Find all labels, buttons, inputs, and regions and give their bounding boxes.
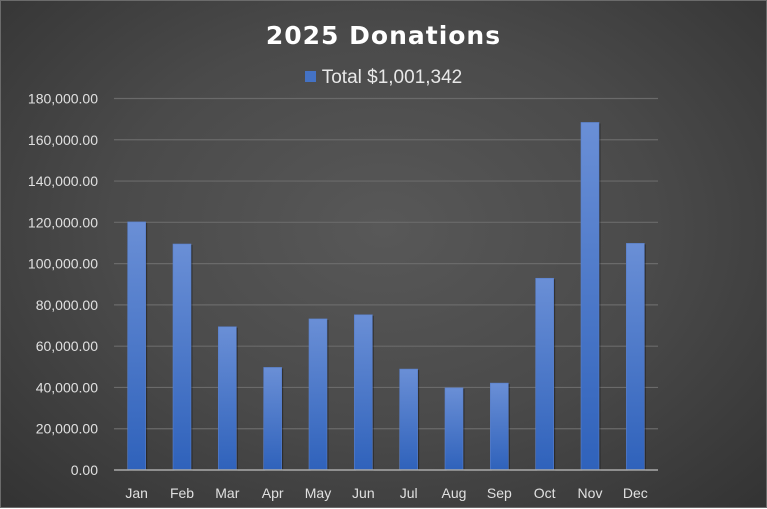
y-tick-label: 20,000.00 bbox=[36, 421, 98, 437]
bar-may bbox=[308, 318, 328, 471]
bar-dec bbox=[626, 243, 645, 471]
y-tick-label: 100,000.00 bbox=[28, 256, 98, 272]
bar-jan bbox=[127, 221, 146, 471]
x-tick-label: Jun bbox=[352, 485, 375, 501]
x-tick-label: Dec bbox=[623, 485, 648, 501]
y-tick-label: 160,000.00 bbox=[28, 132, 98, 148]
bar-oct bbox=[535, 277, 554, 471]
y-tick-label: 0.00 bbox=[71, 462, 98, 478]
bar-jul bbox=[399, 368, 418, 471]
chart-title: 2025 Donations bbox=[265, 21, 502, 50]
legend-swatch bbox=[304, 71, 316, 82]
x-tick-label: Oct bbox=[534, 485, 556, 501]
x-tick-label: May bbox=[305, 485, 331, 501]
y-tick-label: 80,000.00 bbox=[36, 297, 98, 313]
x-tick-label: Nov bbox=[578, 485, 603, 501]
bar-apr bbox=[263, 367, 282, 471]
bar-feb bbox=[172, 243, 192, 471]
bar-aug bbox=[444, 387, 464, 471]
x-tick-label: Mar bbox=[215, 485, 239, 501]
y-tick-label: 60,000.00 bbox=[36, 338, 98, 354]
legend-label: Total $1,001,342 bbox=[321, 67, 463, 88]
y-tick-label: 180,000.00 bbox=[28, 91, 98, 107]
bar-sep bbox=[490, 382, 509, 471]
y-tick-label: 140,000.00 bbox=[28, 173, 98, 189]
y-tick-label: 120,000.00 bbox=[28, 214, 98, 230]
legend: Total $1,001,342 bbox=[1, 67, 766, 89]
x-tick-label: Aug bbox=[442, 485, 467, 501]
x-tick-label: Jul bbox=[400, 485, 418, 501]
x-tick-label: Apr bbox=[262, 485, 284, 501]
bar-nov bbox=[580, 122, 600, 471]
y-tick-label: 40,000.00 bbox=[36, 379, 98, 395]
bar-jun bbox=[354, 314, 373, 471]
x-tick-label: Feb bbox=[170, 485, 194, 501]
x-tick-label: Jan bbox=[125, 485, 148, 501]
x-tick-label: Sep bbox=[487, 485, 512, 501]
bar-mar bbox=[218, 326, 237, 471]
